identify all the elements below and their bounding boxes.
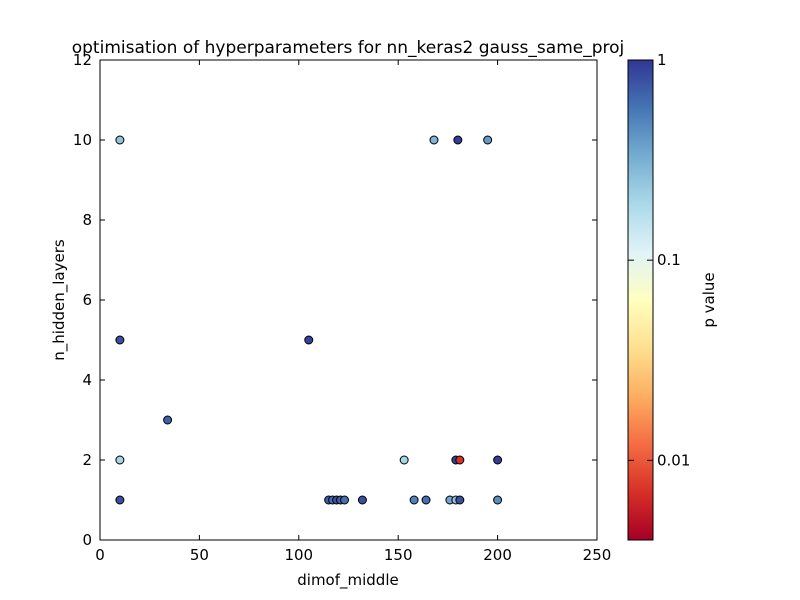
data-point — [357, 495, 367, 505]
y-tick-label: 4 — [82, 371, 92, 389]
data-point — [399, 455, 409, 465]
chart-title: optimisation of hyperparameters for nn_k… — [72, 38, 625, 58]
y-tick-label: 12 — [73, 51, 92, 69]
x-tick-label: 250 — [583, 546, 612, 564]
data-point — [483, 135, 493, 145]
data-point — [493, 455, 503, 465]
y-tick-label: 6 — [82, 291, 92, 309]
data-point — [455, 455, 465, 465]
y-tick-label: 8 — [82, 211, 92, 229]
data-point — [115, 495, 125, 505]
colorbar-label: p value — [700, 272, 718, 327]
y-tick-label: 0 — [82, 531, 92, 549]
data-point — [115, 455, 125, 465]
x-tick-label: 0 — [95, 546, 105, 564]
data-point — [304, 335, 314, 345]
x-axis: 0 50 100 150 200 250 — [95, 60, 611, 564]
colorbar-ticks: 0.01 0.1 1 — [628, 51, 690, 469]
y-axis: 0 2 4 6 8 10 12 — [73, 51, 597, 549]
x-tick-label: 200 — [483, 546, 512, 564]
data-point — [115, 135, 125, 145]
data-point — [429, 135, 439, 145]
data-point — [453, 135, 463, 145]
colorbar-gradient — [627, 59, 654, 541]
y-tick-label: 2 — [82, 451, 92, 469]
x-tick-label: 150 — [384, 546, 413, 564]
x-tick-label: 50 — [190, 546, 209, 564]
plot-area: 0 50 100 150 200 250 0 2 4 6 8 10 12 — [73, 51, 611, 564]
data-point — [115, 335, 125, 345]
data-point — [421, 495, 431, 505]
colorbar-tick-label: 0.01 — [657, 451, 690, 469]
data-points — [115, 135, 503, 505]
data-point — [455, 495, 465, 505]
data-point — [340, 495, 350, 505]
plot-frame — [99, 59, 598, 541]
data-point — [163, 415, 173, 425]
data-point — [493, 495, 503, 505]
colorbar-tick-label: 1 — [657, 51, 667, 69]
colorbar-tick-label: 0.1 — [657, 251, 681, 269]
y-axis-label: n_hidden_layers — [50, 239, 69, 361]
x-tick-label: 100 — [284, 546, 313, 564]
x-axis-label: dimof_middle — [297, 571, 398, 590]
y-tick-label: 10 — [73, 131, 92, 149]
colorbar: 0.01 0.1 1 p value — [627, 51, 718, 541]
data-point — [409, 495, 419, 505]
